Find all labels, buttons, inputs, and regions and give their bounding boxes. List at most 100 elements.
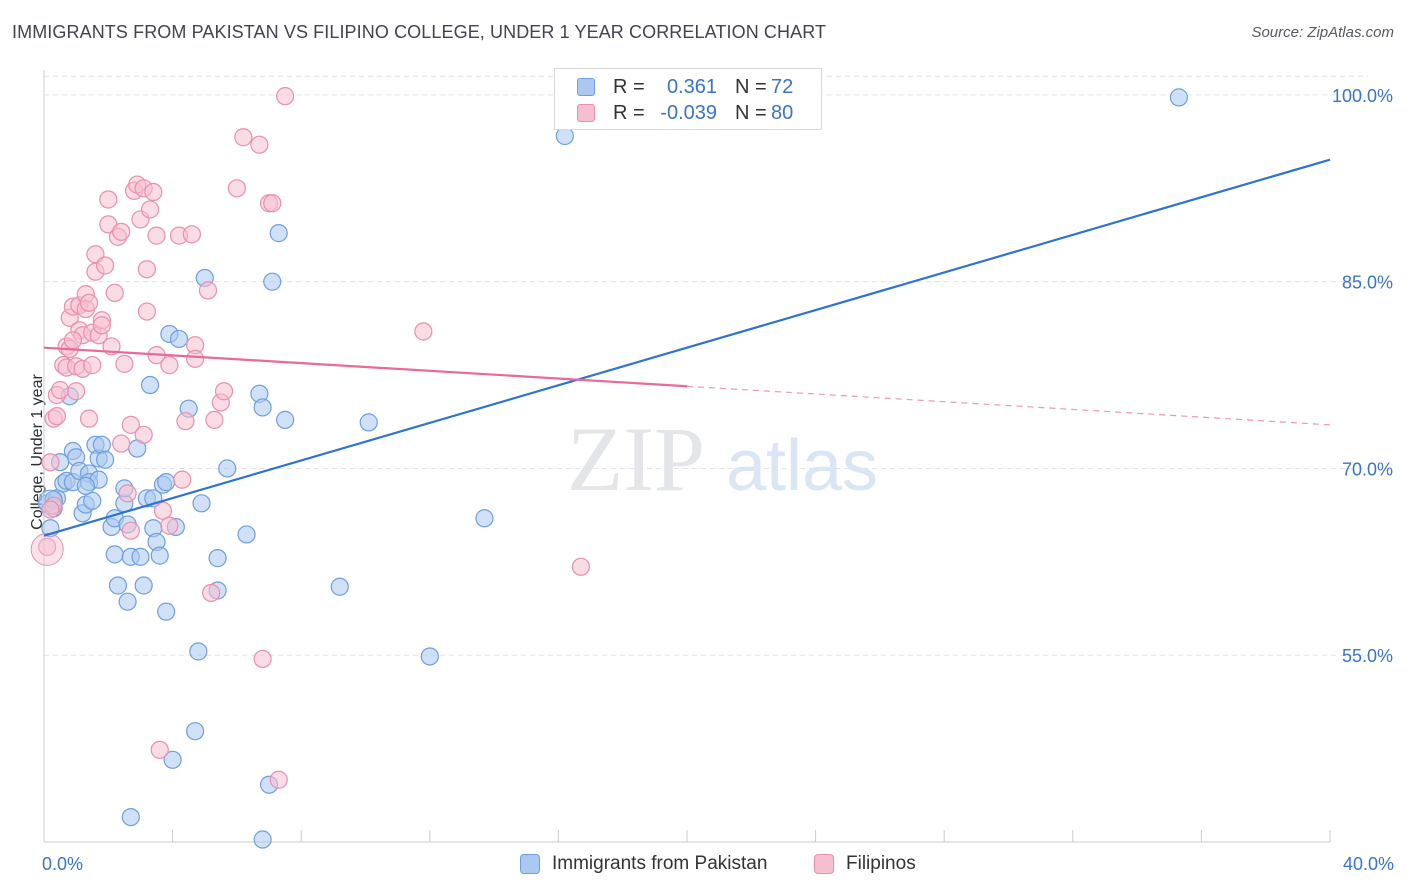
point-pakistan <box>171 330 188 347</box>
point-pakistan <box>254 831 271 848</box>
point-filipinos <box>106 284 123 301</box>
point-filipinos <box>183 226 200 243</box>
series-legend: Immigrants from Pakistan Filipinos <box>0 852 1406 878</box>
point-pakistan <box>193 495 210 512</box>
point-filipinos <box>138 303 155 320</box>
point-filipinos <box>415 323 432 340</box>
point-filipinos <box>81 410 98 427</box>
point-pakistan <box>109 577 126 594</box>
point-filipinos <box>142 201 159 218</box>
point-filipinos <box>113 223 130 240</box>
watermark-atlas: atlas <box>726 426 878 506</box>
legend-label-pakistan: Immigrants from Pakistan <box>552 852 767 876</box>
point-filipinos <box>138 261 155 278</box>
grid-lines <box>44 76 1368 655</box>
point-pakistan <box>277 411 294 428</box>
legend-row-pakistan: R = 0.361 N = 72 <box>555 74 821 102</box>
point-filipinos <box>270 771 287 788</box>
legend-n-value: 80 <box>771 100 793 126</box>
point-filipinos <box>68 383 85 400</box>
point-filipinos <box>228 180 245 197</box>
point-filipinos <box>148 227 165 244</box>
legend-n-value: 72 <box>771 74 793 100</box>
point-pakistan <box>122 809 139 826</box>
point-filipinos <box>122 522 139 539</box>
point-pakistan <box>158 474 175 491</box>
point-filipinos <box>203 584 220 601</box>
point-filipinos <box>93 317 110 334</box>
point-pakistan <box>93 436 110 453</box>
point-pakistan <box>421 648 438 665</box>
point-filipinos <box>572 558 589 575</box>
point-filipinos <box>199 282 216 299</box>
point-filipinos <box>174 471 191 488</box>
point-pakistan <box>190 643 207 660</box>
y-tick-label: 85.0% <box>1342 273 1393 293</box>
tick-labels: 55.0%70.0%85.0%100.0%0.0%40.0% <box>42 86 1394 874</box>
point-filipinos <box>264 195 281 212</box>
point-filipinos <box>135 426 152 443</box>
point-filipinos-cluster <box>31 533 63 565</box>
point-filipinos <box>42 501 59 518</box>
watermark: ZIP atlas <box>567 408 878 510</box>
point-filipinos <box>216 383 233 400</box>
point-filipinos <box>161 357 178 374</box>
y-tick-label: 100.0% <box>1332 86 1393 106</box>
legend-swatch-pakistan <box>520 854 540 874</box>
point-filipinos <box>187 350 204 367</box>
trend-line-dashed <box>687 386 1330 425</box>
point-filipinos <box>81 294 98 311</box>
point-pakistan <box>476 510 493 527</box>
point-pakistan <box>556 127 573 144</box>
point-filipinos <box>84 357 101 374</box>
point-filipinos <box>254 650 271 667</box>
point-pakistan <box>331 578 348 595</box>
point-pakistan <box>254 399 271 416</box>
point-filipinos <box>235 129 252 146</box>
point-pakistan <box>187 723 204 740</box>
point-pakistan <box>151 547 168 564</box>
point-pakistan <box>106 546 123 563</box>
point-filipinos <box>145 184 162 201</box>
point-filipinos <box>113 435 130 452</box>
point-pakistan <box>142 377 159 394</box>
point-filipinos <box>64 332 81 349</box>
point-pakistan <box>77 477 94 494</box>
point-pakistan <box>158 603 175 620</box>
point-pakistan <box>270 225 287 242</box>
point-filipinos <box>161 517 178 534</box>
legend-r-value: 0.361 <box>659 74 717 100</box>
point-pakistan <box>360 414 377 431</box>
legend-swatch-pink <box>577 104 595 122</box>
point-pakistan <box>119 593 136 610</box>
y-tick-label: 55.0% <box>1342 646 1393 666</box>
point-pakistan <box>209 550 226 567</box>
point-pakistan <box>135 577 152 594</box>
legend-r-value: -0.039 <box>647 100 717 126</box>
point-filipinos <box>151 741 168 758</box>
point-filipinos <box>251 136 268 153</box>
legend-r-label: R = <box>613 100 645 126</box>
legend-n-label: N = <box>735 74 767 100</box>
point-pakistan <box>132 548 149 565</box>
y-tick-label: 70.0% <box>1342 459 1393 479</box>
point-filipinos <box>48 408 65 425</box>
point-pakistan <box>1170 89 1187 106</box>
point-pakistan <box>97 451 114 468</box>
legend-label-filipinos: Filipinos <box>846 852 916 876</box>
point-pakistan <box>238 526 255 543</box>
legend-swatch-blue <box>577 78 595 96</box>
legend-r-label: R = <box>613 74 645 100</box>
legend-row-filipinos: R = -0.039 N = 80 <box>555 100 821 128</box>
point-filipinos <box>100 191 117 208</box>
trend-line-solid <box>44 348 687 387</box>
watermark-zip: ZIP <box>567 408 705 510</box>
point-pakistan <box>219 460 236 477</box>
point-filipinos <box>177 413 194 430</box>
point-filipinos <box>119 485 136 502</box>
point-filipinos <box>277 88 294 105</box>
point-filipinos <box>97 257 114 274</box>
point-filipinos <box>42 454 59 471</box>
correlation-legend: R = 0.361 N = 72 R = -0.039 N = 80 <box>554 68 822 130</box>
